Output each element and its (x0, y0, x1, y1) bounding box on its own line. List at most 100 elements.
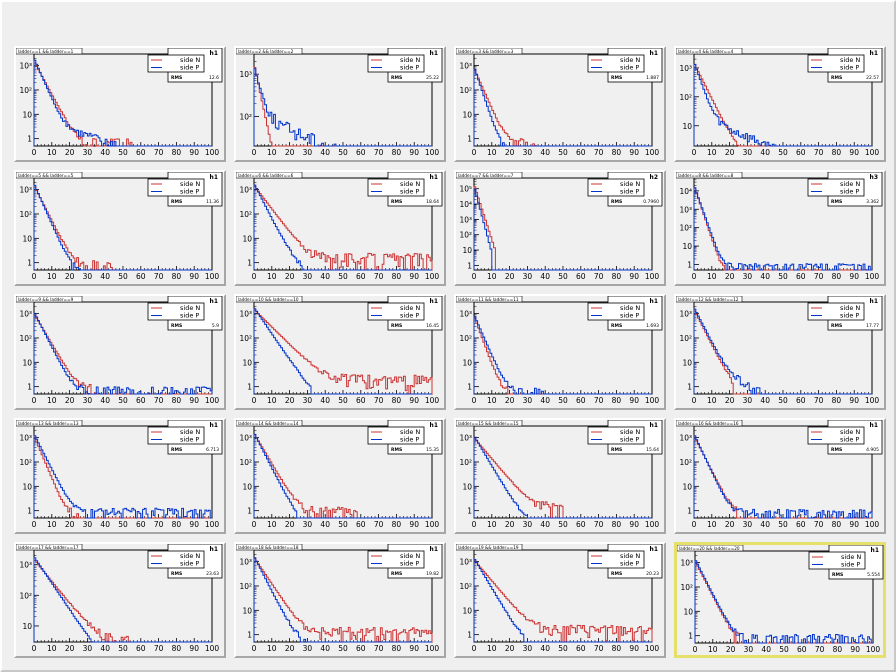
x-tick-label: 80 (392, 644, 402, 653)
histogram-pad-9[interactable]: 0 10 20 30 40 50 60 70 80 90 100 1 10 10² 10³ ladder==9… (14, 294, 226, 410)
svg-text:RMS: RMS (171, 323, 182, 329)
x-tick-label: 90 (189, 272, 199, 281)
x-tick-label: 20 (725, 272, 735, 281)
x-tick-label: 70 (814, 148, 824, 157)
histogram-pad-12[interactable]: 0 10 20 30 40 50 60 70 80 90 100 1 10 10² 10³ ladder==1… (674, 294, 886, 410)
histogram-pad-15[interactable]: 0 10 20 30 40 50 60 70 80 90 100 1 10 10² 10³ ladder==1… (454, 418, 666, 534)
histogram-pad-11[interactable]: 0 10 20 30 40 50 60 70 80 90 100 1 10 10² 10³ ladder==1… (454, 294, 666, 410)
svg-text:ladder==9 && ladder==9: ladder==9 && ladder==9 (18, 297, 74, 302)
x-tick-label: 90 (629, 148, 639, 157)
svg-text:RMS: RMS (171, 447, 182, 453)
x-tick-label: 100 (865, 520, 880, 529)
pad-title: ladder==16 && ladder==16 (675, 419, 743, 427)
histogram-pad-4[interactable]: 0 10 20 30 40 50 60 70 80 90 100 10 10² 10³ ladder==4 … (674, 46, 886, 162)
x-tick-label: 50 (779, 645, 789, 654)
histogram-pad-6[interactable]: 0 10 20 30 40 50 60 70 80 90 100 1 10 10² 10³ ladder==6… (234, 170, 446, 286)
x-tick-label: 50 (778, 148, 788, 157)
histogram-pad-17[interactable]: 0 10 20 30 40 50 60 70 80 90 100 10 10² 10³ ladder==17… (14, 542, 226, 658)
svg-text:19.82: 19.82 (426, 571, 439, 577)
legend-item-side-n: side N (811, 428, 860, 436)
svg-text:side N: side N (180, 428, 200, 436)
pad-title: ladder==6 && ladder==6 (235, 171, 303, 179)
x-tick-label: 100 (645, 644, 660, 653)
x-tick-label: 100 (645, 148, 660, 157)
svg-text:3.362: 3.362 (866, 199, 879, 205)
svg-text:side P: side P (840, 188, 859, 196)
x-tick-label: 10 (707, 272, 717, 281)
x-tick-label: 60 (356, 396, 366, 405)
x-tick-label: 70 (374, 148, 384, 157)
svg-text:RMS: RMS (832, 572, 843, 578)
histogram-pad-8[interactable]: 0 10 20 30 40 50 60 70 80 90 100 1 10 10² 10³ 10⁴ ladder… (674, 170, 886, 286)
y-tick-label: 10 (22, 358, 32, 367)
x-tick-label: 40 (760, 272, 770, 281)
histogram-pad-13[interactable]: 0 10 20 30 40 50 60 70 80 90 100 1 10 10² 10³ ladder==1… (14, 418, 226, 534)
stats-box: h1 RMS 19.82 (387, 543, 443, 579)
x-tick-label: 40 (540, 520, 550, 529)
svg-text:ladder==2 && ladder==2: ladder==2 && ladder==2 (238, 49, 294, 54)
x-tick-label: 10 (47, 272, 57, 281)
y-tick-label: 1 (467, 507, 472, 516)
svg-text:5.9: 5.9 (212, 323, 219, 329)
svg-text:ladder==20 && ladder==20: ladder==20 && ladder==20 (679, 546, 740, 551)
x-tick-label: 30 (743, 272, 753, 281)
histogram-pad-19[interactable]: 0 10 20 30 40 50 60 70 80 90 100 1 10 10² 10³ ladder==1… (454, 542, 666, 658)
x-tick-label: 60 (576, 272, 586, 281)
histogram-pad-3[interactable]: 0 10 20 30 40 50 60 70 80 90 100 1 10 10² 10³ ladder==3… (454, 46, 666, 162)
x-tick-label: 90 (409, 148, 419, 157)
x-tick-label: 100 (865, 396, 880, 405)
legend-item-side-n: side N (812, 553, 861, 561)
svg-text:RMS: RMS (831, 199, 842, 205)
x-tick-label: 90 (189, 396, 199, 405)
x-tick-label: 30 (83, 644, 93, 653)
x-tick-label: 20 (505, 272, 515, 281)
legend-item-side-n: side N (151, 552, 200, 560)
series-side-p (253, 184, 432, 271)
histogram-pad-16[interactable]: 0 10 20 30 40 50 60 70 80 90 100 1 10 10² 10³ ladder==1… (674, 418, 886, 534)
y-tick-label: 10³ (19, 186, 32, 195)
x-tick-label: 50 (338, 148, 348, 157)
y-tick-label: 10 (683, 607, 693, 616)
x-tick-label: 10 (267, 644, 277, 653)
x-tick-label: 30 (83, 272, 93, 281)
histogram-pad-18[interactable]: 0 10 20 30 40 50 60 70 80 90 100 1 10 10² 10³ ladder==1… (234, 542, 446, 658)
x-tick-label: 10 (487, 396, 497, 405)
histogram-pad-1[interactable]: 0 10 20 30 40 50 60 70 80 90 100 1 10 10² 10³ ladder==1… (14, 46, 226, 162)
histogram-pad-14[interactable]: 0 10 20 30 40 50 60 70 80 90 100 1 10 10² 10³ ladder==1… (234, 418, 446, 534)
svg-text:ladder==3 && ladder==3: ladder==3 && ladder==3 (458, 49, 514, 54)
svg-text:side N: side N (400, 304, 420, 312)
legend-item-side-n: side N (811, 304, 860, 312)
svg-text:side N: side N (400, 552, 420, 560)
histogram-pad-5[interactable]: 0 10 20 30 40 50 60 70 80 90 100 1 10 10² 10³ ladder==5… (14, 170, 226, 286)
legend-item-side-p: side P (812, 561, 860, 569)
x-tick-label: 100 (205, 644, 220, 653)
x-tick-label: 70 (374, 272, 384, 281)
x-tick-label: 90 (850, 645, 860, 654)
pad-title: ladder==9 && ladder==9 (15, 295, 83, 303)
svg-text:h1: h1 (430, 50, 438, 57)
y-tick-label: 10³ (679, 64, 692, 73)
y-tick-label: 10² (679, 458, 692, 467)
histogram-pad-10[interactable]: 0 10 20 30 40 50 60 70 80 90 100 1 10 10² 10³ ladder==1… (234, 294, 446, 410)
svg-text:RMS: RMS (611, 323, 622, 329)
x-tick-label: 10 (267, 396, 277, 405)
svg-text:ladder==14 && ladder==14: ladder==14 && ladder==14 (238, 421, 299, 426)
histogram-pad-7[interactable]: 0 10 20 30 40 50 60 70 80 90 100 1 10 10² 10³ 10⁴ 10⁵ lad… (454, 170, 666, 286)
y-tick-label: 10 (22, 622, 32, 631)
svg-text:side P: side P (180, 312, 199, 320)
x-tick-label: 80 (172, 644, 182, 653)
x-tick-label: 100 (645, 520, 660, 529)
y-tick-label: 10² (239, 334, 252, 343)
series-side-p (473, 68, 652, 147)
histogram-pad-2[interactable]: 0 10 20 30 40 50 60 70 80 90 100 10² 10³ ladder==2 &&… (234, 46, 446, 162)
svg-text:20.23: 20.23 (646, 571, 659, 577)
histogram-pad-20[interactable]: 0 10 20 30 40 50 60 70 80 90 100 1 10 10² 10³ ladder==2… (674, 542, 886, 658)
x-tick-label: 90 (849, 396, 859, 405)
x-tick-label: 60 (356, 272, 366, 281)
x-tick-label: 40 (320, 148, 330, 157)
x-tick-label: 0 (692, 396, 697, 405)
x-tick-label: 70 (594, 644, 604, 653)
